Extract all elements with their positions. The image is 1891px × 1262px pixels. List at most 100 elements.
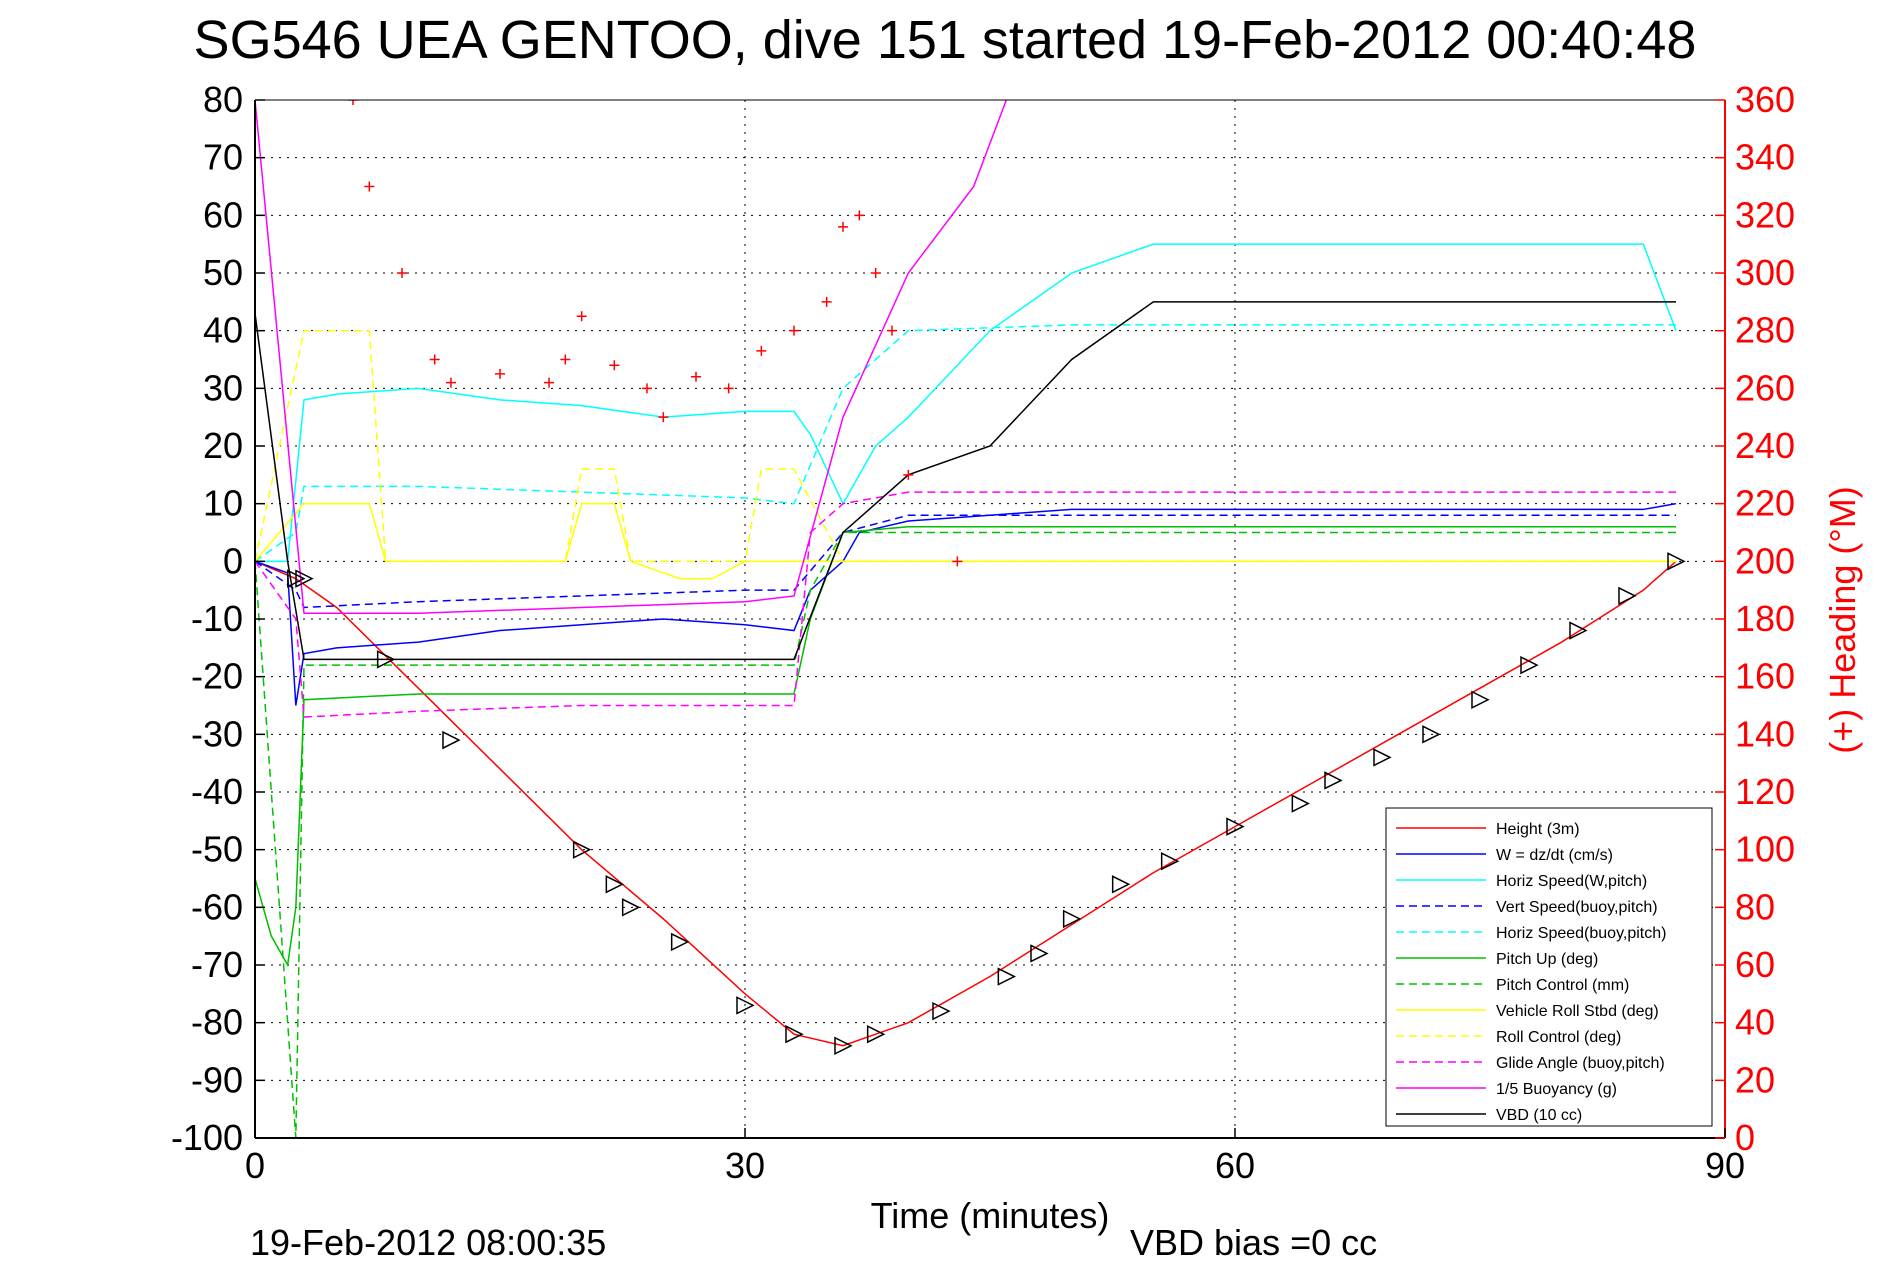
height-marker (1667, 552, 1686, 571)
y2-tick-label: 120 (1735, 771, 1795, 812)
height-marker (605, 875, 625, 894)
legend-box (1385, 807, 1713, 1127)
y2-tick-label: 220 (1735, 483, 1795, 524)
series-0-line (255, 560, 1677, 1047)
y2-tick-label: 40 (1735, 1002, 1775, 1043)
series-4-line (255, 324, 1676, 562)
y2-tick-label: 0 (1735, 1117, 1755, 1158)
height-marker (866, 1024, 886, 1044)
heading-point (560, 354, 571, 365)
y-tick-label: -60 (191, 886, 243, 927)
series-9-line (255, 491, 1676, 718)
heading-point (723, 383, 734, 394)
height-marker (1160, 851, 1180, 871)
ticks: 0 30 60 9080706050403020100-10-20-30-40-50-… (171, 79, 1795, 1186)
y2-tick-label: 260 (1735, 367, 1795, 408)
y2-tick-label: 180 (1735, 598, 1795, 639)
series-3-line (255, 514, 1676, 609)
legend-label: Glide Angle (buoy,pitch) (1496, 1055, 1665, 1072)
height-marker (442, 730, 461, 750)
y-tick-label: -100 (171, 1117, 243, 1158)
y2-axis-label: (+) Heading (°M) (1822, 486, 1863, 753)
y-tick-label: -90 (191, 1059, 243, 1100)
x-axis-label: Time (minutes) (871, 1195, 1110, 1236)
legend-label: Vert Speed(buoy,pitch) (1496, 899, 1658, 916)
legend-label: 1/5 Buoyancy (g) (1496, 1081, 1617, 1098)
x-tick-label: 0 (245, 1145, 265, 1186)
heading-point (576, 311, 587, 322)
height-marker (295, 569, 314, 588)
y2-tick-label: 300 (1735, 252, 1795, 293)
y2-tick-label: 60 (1735, 944, 1775, 985)
x-tick-label: 30 (725, 1145, 765, 1186)
y-tick-label: 40 (203, 310, 243, 351)
y-tick-label: -50 (191, 829, 243, 870)
heading-point (821, 296, 832, 307)
height-marker (572, 840, 592, 859)
heading-point (854, 210, 865, 221)
heading-point (609, 360, 620, 371)
height-marker (785, 1024, 804, 1044)
height-marker (1373, 748, 1392, 767)
legend-label: Height (3m) (1496, 821, 1580, 838)
heading-point (691, 371, 701, 382)
heading-point (658, 412, 669, 423)
y-tick-label: 30 (203, 367, 243, 408)
height-marker (1324, 771, 1343, 790)
y-tick-label: 20 (203, 425, 243, 466)
y2-tick-label: 320 (1735, 194, 1795, 235)
series-11-line (255, 301, 1676, 661)
marker-layer (287, 552, 1686, 1055)
height-marker (621, 898, 641, 917)
legend-label: Horiz Speed(W,pitch) (1496, 873, 1647, 890)
y-tick-label: 60 (203, 194, 243, 235)
y-tick-label: -20 (191, 656, 243, 697)
height-marker (376, 650, 396, 669)
heading-point (887, 325, 897, 336)
legend: Height (3m) W = dz/dt (cm/s) Horiz Speed(W… (1385, 807, 1713, 1127)
series-5-line (255, 525, 1676, 968)
series-layer (255, 100, 1677, 1138)
y-tick-label: -30 (191, 713, 243, 754)
y2-tick-label: 280 (1735, 310, 1795, 351)
y-tick-label: 80 (203, 79, 243, 120)
heading-point (903, 469, 914, 480)
y-tick-label: 50 (203, 252, 243, 293)
y2-tick-label: 200 (1735, 540, 1795, 581)
height-marker (1030, 944, 1049, 963)
height-marker (1422, 725, 1441, 744)
heading-point (870, 268, 881, 278)
heading-point (838, 221, 848, 232)
legend-label: Pitch Up (deg) (1496, 951, 1598, 968)
legend-label: Vehicle Roll Stbd (deg) (1496, 1003, 1659, 1020)
series-8-line (255, 329, 1676, 563)
height-marker (932, 1001, 951, 1021)
height-marker (670, 932, 690, 952)
legend-label: Pitch Control (mm) (1496, 977, 1629, 994)
y-tick-label: -10 (191, 598, 243, 639)
height-marker (736, 996, 755, 1015)
y-tick-label: -40 (191, 771, 243, 812)
heading-point (495, 368, 505, 379)
heading-point (364, 181, 375, 192)
height-marker (1291, 794, 1311, 813)
height-marker (1520, 655, 1539, 675)
y-tick-label: 10 (203, 483, 243, 524)
y2-tick-label: 240 (1735, 425, 1795, 466)
heading-point (348, 100, 358, 105)
y2-tick-label: 340 (1735, 137, 1795, 178)
y2-tick-label: 140 (1735, 713, 1795, 754)
x-tick-label: 90 (1705, 1145, 1745, 1186)
footer-timestamp: 19-Feb-2012 08:00:35 (250, 1222, 606, 1262)
height-marker (1569, 621, 1588, 640)
height-marker (1111, 875, 1131, 894)
legend-label: W = dz/dt (cm/s) (1496, 847, 1613, 864)
x-tick-label: 60 (1215, 1145, 1255, 1186)
height-marker (1062, 909, 1082, 929)
y-tick-label: -80 (191, 1002, 243, 1043)
heading-point (544, 377, 554, 388)
height-marker (1618, 586, 1637, 606)
height-marker (997, 967, 1017, 986)
height-marker (1226, 817, 1245, 836)
series-6-line (255, 531, 1676, 1138)
